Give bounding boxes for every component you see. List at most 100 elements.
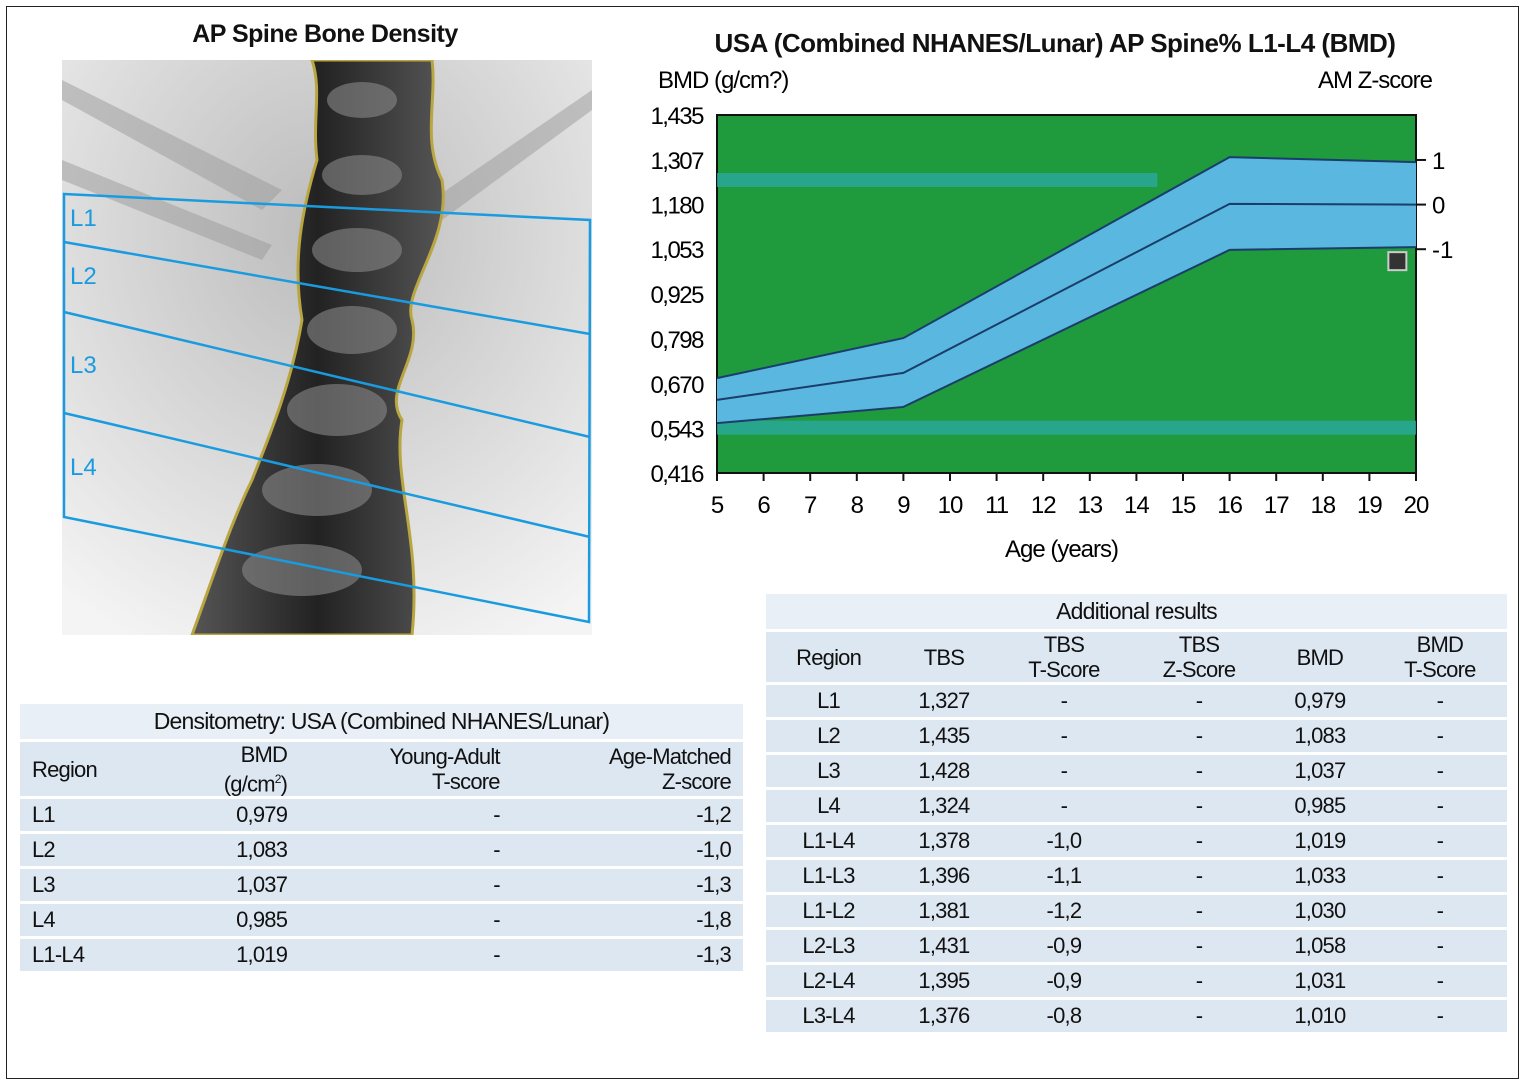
reference-stripe-lower — [717, 420, 1416, 435]
column-header: TBS Z-Score — [1131, 632, 1268, 682]
table-cell: 0,985 — [1267, 790, 1373, 822]
chart-title: USA (Combined NHANES/Lunar) AP Spine% L1… — [714, 28, 1396, 58]
table-row: L1-L4 1,019- -1,3 — [20, 939, 743, 972]
table-cell: 1,376 — [891, 1000, 997, 1032]
z-axis-label: AM Z-score — [1318, 67, 1433, 94]
series-line-plus1sd — [716, 156, 1417, 380]
table-cell: -0,9 — [996, 930, 1132, 962]
table-row: L1 1,327- -0,979- — [766, 685, 1507, 717]
table-cell: 1,428 — [891, 755, 997, 787]
header-text: Region — [796, 644, 862, 670]
table-cell: L3 — [766, 755, 892, 787]
table-cell: L3 — [20, 869, 161, 902]
z-tick-label: 0 — [1432, 193, 1445, 220]
x-tick-label: 13 — [1077, 492, 1102, 519]
table-cell: - — [1131, 720, 1268, 752]
header-text: T-Score — [1028, 657, 1100, 682]
table-cell: L4 — [766, 790, 892, 822]
table-cell: 1,381 — [891, 895, 997, 927]
densitometry-table: Densitometry: USA (Combined NHANES/Lunar… — [20, 704, 743, 974]
y-tick-label: 0,543 — [650, 416, 704, 443]
table-cell: - — [1131, 755, 1268, 787]
patient-point-marker — [1387, 251, 1408, 272]
table-row: L3 1,037- -1,3 — [20, 869, 743, 902]
table-cell: - — [1131, 895, 1268, 927]
table-cell: -1,0 — [511, 834, 743, 867]
table-row: L1-L2 1,381 -1,2-1,030- — [766, 895, 1507, 927]
table-cell: 1,324 — [891, 790, 997, 822]
table-cell: - — [1372, 755, 1507, 787]
table-cell: L1 — [20, 799, 161, 832]
header-text: T-Score — [1404, 657, 1476, 682]
table-row: L4 1,324- -0,985- — [766, 790, 1507, 822]
header-text: TBS — [1043, 632, 1085, 657]
x-tick-label: 6 — [757, 492, 770, 519]
header-text: Z-Score — [1162, 657, 1236, 682]
header-row: Region TBS TBS T-Score TBS Z-Score BMD BMD T-Sco… — [766, 632, 1507, 682]
table-cell: - — [1372, 825, 1507, 857]
figure-frame — [6, 6, 1519, 1079]
x-tick-label: 17 — [1264, 492, 1289, 519]
x-tick-label: 18 — [1310, 492, 1335, 519]
spine-xray-image: L1 L2 L3 L4 — [62, 60, 592, 635]
table-cell: 0,979 — [160, 799, 300, 832]
table-cell: - — [1131, 825, 1268, 857]
bmd-chart: 1,435 1,307 1,180 1,053 0,925 0,798 0,670 0,543… — [650, 67, 1453, 563]
reference-stripe-upper — [717, 172, 1158, 187]
y-tick-label: 1,307 — [650, 148, 704, 175]
table-cell: 1,378 — [891, 825, 997, 857]
table-cell: - — [1372, 1000, 1507, 1032]
region-label-l4: L4 — [70, 454, 97, 481]
table-cell: L3-L4 — [766, 1000, 892, 1032]
table-cell: 1,031 — [1267, 965, 1373, 997]
series-line-mean — [716, 202, 1417, 401]
region-label-l2: L2 — [70, 263, 97, 290]
z-tick-label: 1 — [1432, 148, 1445, 175]
table-cell: -0,9 — [996, 965, 1132, 997]
table-cell: - — [996, 685, 1132, 717]
table-row: L2 1,435- -1,083- — [766, 720, 1507, 752]
region-label-l1: L1 — [70, 205, 97, 232]
table-cell: 1,019 — [1267, 825, 1373, 857]
x-tick-label: 8 — [851, 492, 864, 519]
x-tick-label: 11 — [985, 492, 1009, 519]
x-tick-label: 5 — [711, 492, 724, 519]
column-header: Young-Adult T-score — [299, 742, 512, 797]
table-cell: - — [299, 834, 512, 867]
table-cell: - — [1131, 1000, 1268, 1032]
table-cell: 1,431 — [891, 930, 997, 962]
table-cell: - — [1372, 895, 1507, 927]
header-row: Region BMD (g/cm2) Young-Adult T-score Age-Ma… — [20, 742, 743, 797]
reference-band — [717, 157, 1416, 424]
header-text: BMD — [1416, 632, 1464, 657]
y-axis-label: BMD (g/cm?) — [658, 67, 788, 94]
column-header: Age-Matched Z-score — [511, 742, 743, 797]
table-cell: 1,435 — [891, 720, 997, 752]
table-cell: 1,396 — [891, 860, 997, 892]
x-tick-label: 10 — [938, 492, 963, 519]
series-line-minus1sd — [716, 246, 1417, 425]
x-tick-label: 12 — [1031, 492, 1056, 519]
table-cell: L2-L3 — [766, 930, 892, 962]
table-cell: - — [1131, 685, 1268, 717]
table-cell: - — [299, 939, 512, 972]
spine-title: AP Spine Bone Density — [192, 20, 458, 48]
table-row: L2-L4 1,395 -0,9-1,031- — [766, 965, 1507, 997]
table-cell: 0,985 — [160, 904, 300, 937]
table-cell: -1,8 — [511, 904, 743, 937]
table-cell: - — [1372, 860, 1507, 892]
header-text: (g/cm — [223, 771, 276, 797]
column-header: BMD — [1267, 632, 1373, 682]
table-cell: - — [299, 799, 512, 832]
table-cell: 1,037 — [1267, 755, 1373, 787]
table-cell: - — [996, 720, 1132, 752]
column-header: BMD (g/cm2) — [160, 742, 300, 797]
table-cell: -1,2 — [511, 799, 743, 832]
header-text: Z-score — [662, 769, 732, 795]
header-text: BMD — [240, 742, 288, 767]
x-tick-label: 15 — [1171, 492, 1196, 519]
header-text: Age-Matched — [608, 744, 732, 770]
x-tick-label: 16 — [1217, 492, 1242, 519]
table-cell: -1,3 — [511, 939, 743, 972]
region-label-l3: L3 — [70, 352, 97, 379]
